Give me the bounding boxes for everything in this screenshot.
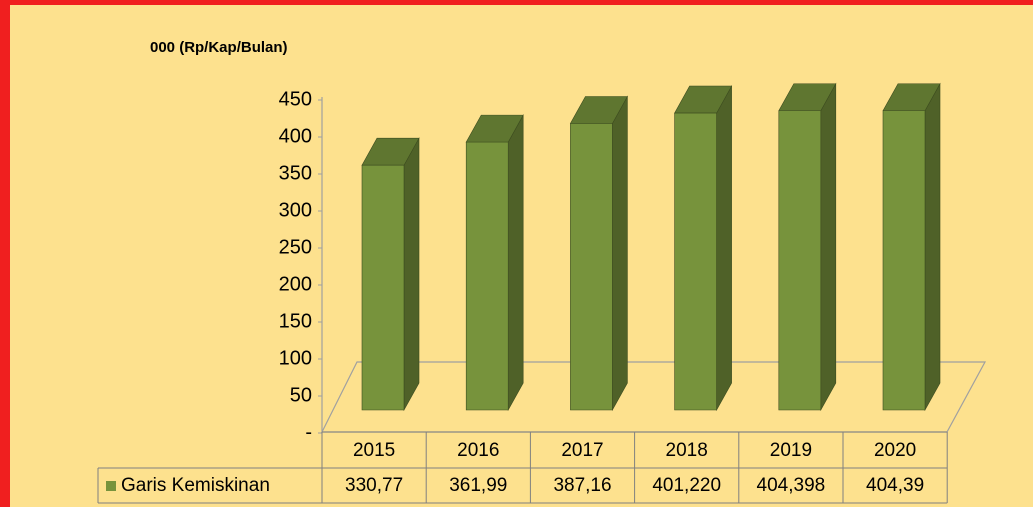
bar-side [403,137,420,412]
bar [778,82,837,412]
bar [674,84,733,412]
y-axis-label: 000 (Rp/Kap/Bulan) [150,39,288,56]
x-tick-label: 2017 [561,440,603,461]
bar-side [820,82,837,412]
y-tick-label: 100 [279,347,312,369]
bar-side [507,113,524,412]
y-tick-label: 350 [279,162,312,184]
y-tick-label: 150 [279,310,312,332]
y-tick-label: 400 [279,125,312,147]
bar [361,137,420,412]
x-tick-label: 2020 [874,440,916,461]
bar [465,113,524,412]
y-tick-label: 450 [279,88,312,110]
y-tick-label: 250 [279,236,312,258]
legend-swatch [106,481,116,491]
x-tick-label: 2018 [666,440,708,461]
data-label: 387,16 [553,475,611,496]
x-tick-label: 2015 [353,440,395,461]
data-label: 361,99 [449,475,507,496]
legend-label: Garis Kemiskinan [121,475,270,496]
bar-front [570,123,613,411]
bar-front [465,141,509,411]
data-label: 330,77 [345,475,403,496]
bar-side [924,82,941,412]
data-label: 401,220 [652,475,721,496]
bar-side [716,84,732,412]
bar-front [674,112,717,411]
data-label: 404,39 [866,475,924,496]
border-top [0,0,1033,5]
data-label: 404,398 [757,475,826,496]
bar [569,95,628,412]
y-tick-label: 300 [279,199,312,221]
bar [882,82,941,412]
x-tick-label: 2019 [770,440,812,461]
bar-side [612,95,628,412]
bar-front [778,110,822,411]
bar-front [882,110,926,411]
border-left [0,0,10,507]
y-tick-label: - [305,421,312,443]
bar-front [361,164,405,411]
y-tick-label: 50 [290,384,312,406]
y-tick-label: 200 [279,273,312,295]
x-tick-label: 2016 [457,440,499,461]
